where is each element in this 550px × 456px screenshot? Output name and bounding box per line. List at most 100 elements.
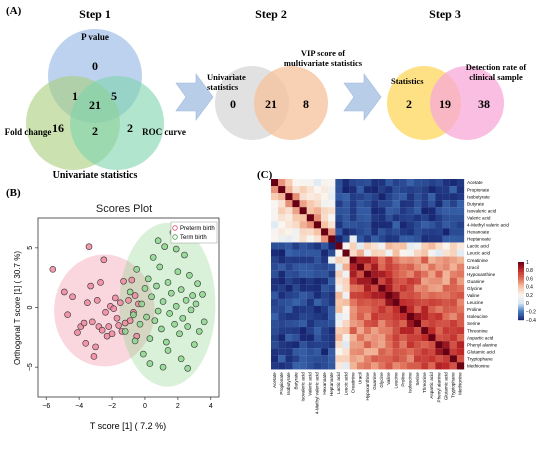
heatmap-cell bbox=[442, 179, 450, 187]
heatmap-cell bbox=[363, 249, 372, 257]
heatmap-cell bbox=[342, 207, 350, 215]
heatmap-cell bbox=[342, 362, 350, 370]
heatmap-cell bbox=[299, 249, 307, 257]
heatmap-cell bbox=[421, 256, 429, 264]
heatmap-cell bbox=[349, 228, 357, 236]
step1-caption: Univariate statistics bbox=[53, 170, 138, 181]
preterm-point bbox=[112, 294, 119, 302]
heatmap-cell bbox=[285, 312, 293, 321]
arrow-step1-to-step2 bbox=[175, 73, 214, 121]
venn-set-detection-rate bbox=[430, 66, 504, 140]
heatmap-cell bbox=[421, 305, 429, 314]
heatmap-cell bbox=[414, 334, 422, 342]
heatmap-cell bbox=[456, 249, 465, 257]
heatmap-cell bbox=[328, 263, 336, 271]
heatmap-cell bbox=[271, 298, 279, 306]
heatmap-cell bbox=[335, 214, 343, 222]
heatmap-cell bbox=[328, 305, 336, 314]
heatmap-cell bbox=[363, 221, 372, 229]
heatmap-cell bbox=[371, 228, 379, 236]
scores-x-axis-label: T score [1] ( 7.2 %) bbox=[90, 421, 166, 431]
heatmap-col-label: Isobutyrate bbox=[286, 372, 291, 395]
heatmap-cell bbox=[414, 312, 422, 321]
heatmap-cell bbox=[456, 200, 465, 208]
heatmap-cell bbox=[456, 348, 465, 356]
heatmap-cell bbox=[321, 355, 329, 363]
heatmap-cell bbox=[378, 235, 386, 243]
heatmap-cell bbox=[306, 179, 314, 187]
heatmap-cell bbox=[285, 186, 293, 194]
heatmap-row-label: Propionate bbox=[467, 187, 490, 192]
heatmap-cell bbox=[335, 355, 343, 363]
term-point bbox=[187, 306, 195, 314]
heatmap-cell bbox=[449, 277, 457, 285]
heatmap-cell bbox=[435, 298, 443, 306]
heatmap-row-label: Isoleucine bbox=[467, 314, 488, 319]
heatmap-cell bbox=[435, 214, 443, 222]
heatmap-cell bbox=[428, 186, 436, 194]
term-point bbox=[191, 341, 198, 348]
heatmap-cell bbox=[414, 284, 422, 292]
heatmap-cell bbox=[399, 327, 407, 335]
term-point bbox=[159, 363, 167, 371]
heatmap-col-label: Uracil bbox=[358, 372, 363, 384]
heatmap-cell bbox=[271, 235, 279, 243]
heatmap-cell bbox=[292, 312, 300, 321]
heatmap-cell bbox=[292, 221, 300, 229]
heatmap-cell bbox=[414, 298, 422, 306]
heatmap-cell bbox=[385, 186, 393, 194]
heatmap-cell bbox=[385, 207, 393, 215]
heatmap-cell bbox=[435, 348, 443, 356]
heatmap-cell bbox=[421, 291, 429, 299]
heatmap-cell bbox=[406, 284, 415, 292]
heatmap-cell bbox=[313, 242, 322, 250]
heatmap-cell bbox=[313, 284, 322, 292]
heatmap-cell bbox=[385, 277, 393, 285]
heatmap-cell bbox=[442, 193, 450, 201]
heatmap-row-label: Leucic acid bbox=[467, 251, 490, 256]
heatmap-cell bbox=[378, 312, 386, 321]
heatmap-cell bbox=[349, 348, 357, 356]
heatmap-cell bbox=[406, 334, 415, 342]
colorbar-tick-label: −0.4 bbox=[526, 318, 536, 324]
preterm-point bbox=[90, 353, 98, 360]
heatmap-col-label: Methionine bbox=[458, 372, 463, 395]
heatmap-cell bbox=[356, 362, 365, 370]
heatmap-cell bbox=[399, 270, 407, 278]
heatmap-cell bbox=[449, 327, 457, 335]
scores-legend: Preterm birth Term birth bbox=[170, 221, 218, 244]
heatmap-cell bbox=[414, 320, 422, 328]
heatmap-col-label: Glutamic acid bbox=[443, 372, 448, 400]
term-point bbox=[130, 311, 137, 318]
heatmap-cell bbox=[406, 320, 415, 328]
venn-count-p-only: 0 bbox=[92, 59, 98, 73]
term-point bbox=[177, 355, 185, 363]
step1-title: Step 1 bbox=[79, 7, 111, 21]
heatmap-cell bbox=[271, 348, 279, 356]
heatmap-cell bbox=[371, 193, 379, 201]
heatmap-cell bbox=[406, 327, 415, 335]
preterm-point bbox=[97, 279, 104, 286]
heatmap-cell bbox=[406, 312, 415, 321]
heatmap-cell bbox=[378, 277, 386, 285]
heatmap-cell bbox=[306, 277, 314, 285]
heatmap-cell bbox=[335, 228, 343, 236]
heatmap-cell bbox=[299, 200, 307, 208]
heatmap-cell bbox=[435, 263, 443, 271]
heatmap-cell bbox=[299, 312, 307, 321]
heatmap-cell bbox=[392, 362, 400, 370]
heatmap-cell bbox=[285, 362, 293, 370]
colorbar-segment bbox=[518, 270, 524, 273]
colorbar-segment bbox=[518, 295, 524, 297]
heatmap-cell bbox=[449, 355, 457, 363]
heatmap-cell bbox=[378, 207, 386, 215]
heatmap-cell bbox=[449, 186, 457, 194]
heatmap-cell bbox=[285, 277, 293, 285]
heatmap-cell bbox=[321, 320, 329, 328]
colorbar-segment bbox=[518, 283, 524, 286]
heatmap-cell bbox=[342, 298, 350, 306]
heatmap-cell bbox=[349, 320, 357, 328]
heatmap-row-label: Lactic acid bbox=[467, 244, 489, 249]
heatmap-cell bbox=[371, 270, 379, 278]
